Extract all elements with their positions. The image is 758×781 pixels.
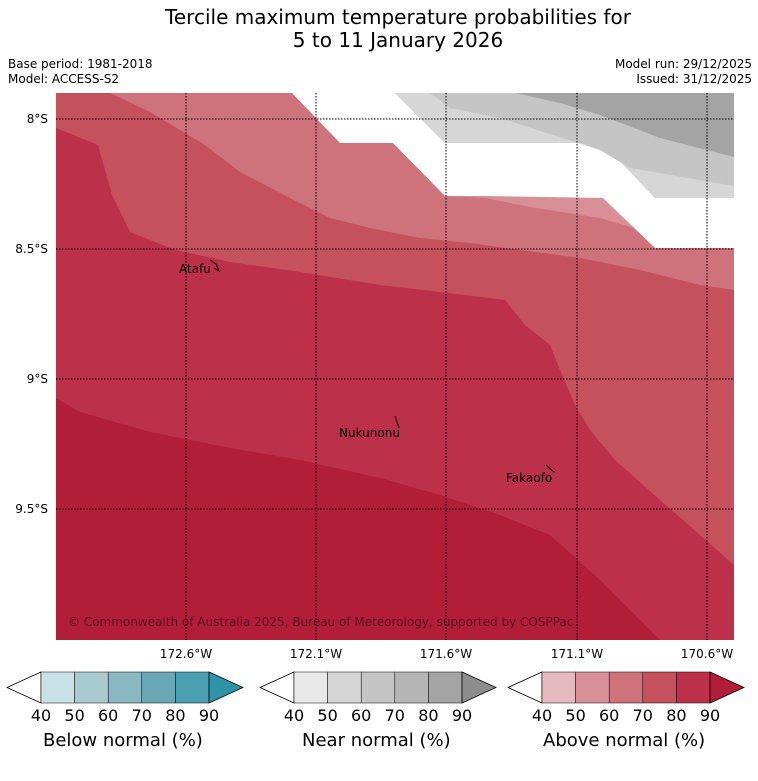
copyright-text: © Commonwealth of Australia 2025, Bureau… [68,615,574,629]
metadata-right: Model run: 29/12/2025 Issued: 31/12/2025 [615,57,752,87]
colorbar-above-tick: 70 [632,706,653,725]
colorbar-below-segment-0 [40,671,75,704]
white-region [292,93,734,248]
lon-label-172-1w: 172.1°W [289,647,343,661]
colorbar-near-tick: 90 [451,706,473,725]
lat-label-9-5s: 9.5°S [15,502,48,516]
colorbar-below-tick: 70 [131,706,152,725]
map-fill [56,93,734,640]
title-line-1: Tercile maximum temperature probabilitie… [165,5,631,29]
place-label-nukunonu: Nukunonu [339,426,400,440]
colorbar-above-low-extend [507,671,543,704]
metadata-left: Base period: 1981-2018 Model: ACCESS-S2 [8,57,153,87]
model-run: Model run: 29/12/2025 [614,57,752,71]
colorbar-label-near: Near normal (%) [302,730,451,751]
colorbar-below-tick: 50 [64,706,85,725]
colorbar-near-segment-0 [293,671,328,704]
base-period: Base period: 1981-2018 [8,57,153,71]
gridlines [56,93,734,640]
colorbar-near-tick: 60 [351,706,372,725]
place-label-fakaofo: Fakaofo [506,471,553,485]
colorbar-below-segment-3 [141,671,176,704]
lat-label-9s: 9°S [26,372,48,386]
colorbar-above-tick: 40 [531,706,553,725]
atafu-coastline [209,259,221,273]
colorbar-below-segment-1 [74,671,109,704]
issued-date: Issued: 31/12/2025 [636,72,752,86]
fakaofo-coastline [545,464,556,474]
colorbar-near-segment-2 [360,671,396,704]
lon-label-171-6w: 171.6°W [419,647,473,661]
lat-label-8-5s: 8.5°S [15,242,48,256]
colorbar-below-tick: 90 [198,706,220,725]
colorbar-near-high-extend [461,671,497,704]
colorbar-near-segment-1 [327,671,362,704]
colorbar-above-tick: 80 [666,706,687,725]
colorbar-near-tick: 50 [317,706,338,725]
colorbar-near-tick: 70 [384,706,405,725]
nukunonu-coastline [394,415,400,429]
colorbar-above-high-extend [709,671,745,704]
colorbar-near-tick: 40 [283,706,305,725]
colorbar-above-segment-4 [676,671,711,704]
colorbar-near-segment-3 [394,671,429,704]
colorbar-below-segment-4 [175,671,210,704]
colorbar-above-tick: 90 [699,706,721,725]
colorbar-above-segment-1 [575,671,610,704]
place-label-atafu: Atafu [179,262,211,276]
lon-label-170-6w: 170.6°W [680,647,734,661]
lon-label-171-1w: 171.1°W [550,647,604,661]
colorbar-below-low-extend [6,671,42,704]
colorbar-above-segment-3 [642,671,677,704]
lon-label-172-6w: 172.6°W [159,647,213,661]
colorbar-above-tick: 50 [565,706,586,725]
colorbar-above-segment-0 [541,671,576,704]
colorbar-below-tick: 80 [165,706,186,725]
colorbar-near-tick: 80 [418,706,439,725]
colorbar-above-tick: 60 [599,706,620,725]
colorbar-below-tick: 60 [98,706,119,725]
title-line-2: 5 to 11 January 2026 [292,28,504,52]
colorbar-below-high-extend [208,671,244,704]
model-name: Model: ACCESS-S2 [8,72,120,86]
colorbar-above-segment-2 [608,671,644,704]
colorbar-label-below: Below normal (%) [43,730,203,751]
colorbar-label-above: Above normal (%) [543,730,706,751]
map-title: Tercile maximum temperature probabilitie… [0,6,758,52]
colorbar-near-segment-4 [428,671,463,704]
colorbar-near-low-extend [259,671,295,704]
lat-label-8s: 8°S [26,112,48,126]
near-80-region [515,93,734,157]
colorbar-below-segment-2 [107,671,143,704]
colorbar-below-tick: 40 [30,706,52,725]
